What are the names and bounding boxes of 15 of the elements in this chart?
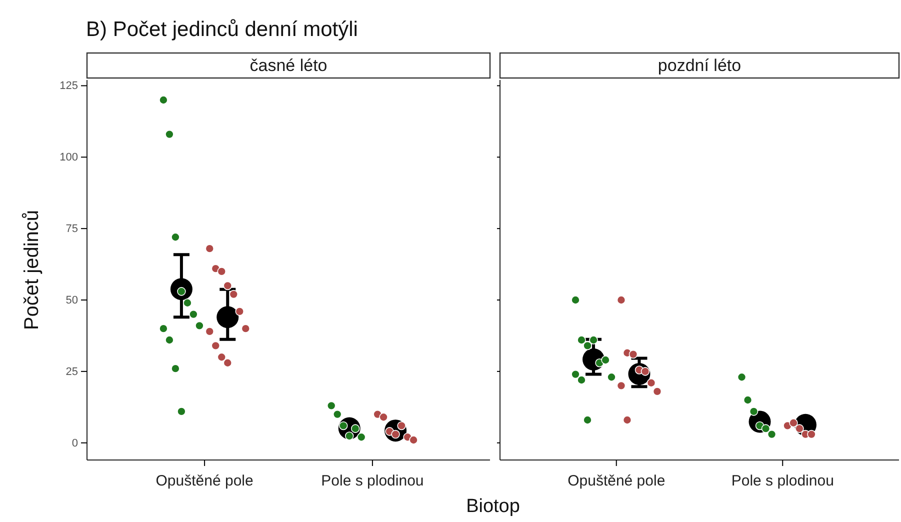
x-tick-label: Opuštěné pole <box>156 472 254 490</box>
y-tick-label: 25 <box>66 366 78 378</box>
x-tick-label: Pole s plodinou <box>321 472 424 490</box>
y-axis-title: Počet jedinců <box>21 210 43 330</box>
chart-title: B) Počet jedinců denní motýli <box>86 18 358 41</box>
x-axis-title: Biotop <box>466 496 520 517</box>
x-tick-label: Opuštěné pole <box>568 472 666 490</box>
chart-subtitle: pozdní léto <box>658 56 742 75</box>
y-tick-label: 0 <box>72 437 78 450</box>
y-tick-label: 50 <box>66 294 78 307</box>
x-tick-label: Pole s plodinou <box>731 472 834 490</box>
chart-subtitle: časné léto <box>250 56 328 75</box>
y-tick-label: 100 <box>60 152 78 164</box>
y-tick-label: 75 <box>66 223 78 236</box>
y-tick-label: 125 <box>60 80 78 92</box>
